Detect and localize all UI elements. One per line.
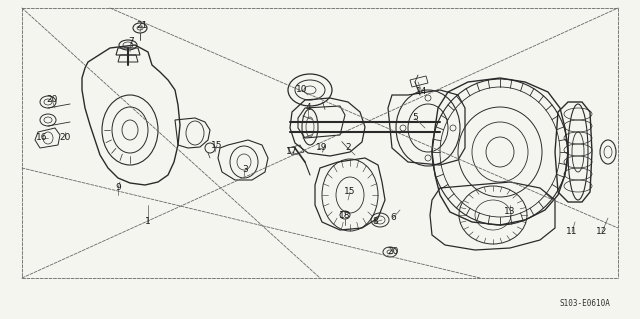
Text: 15: 15 xyxy=(211,140,223,150)
Text: 8: 8 xyxy=(372,218,378,226)
Text: 21: 21 xyxy=(136,20,148,29)
Text: 10: 10 xyxy=(296,85,308,94)
Text: 19: 19 xyxy=(316,144,328,152)
Text: 18: 18 xyxy=(339,211,351,219)
Text: 20: 20 xyxy=(46,95,58,105)
Text: 17: 17 xyxy=(286,147,298,157)
Text: 3: 3 xyxy=(242,166,248,174)
Text: 7: 7 xyxy=(128,38,134,47)
Text: 14: 14 xyxy=(416,87,428,97)
Text: 6: 6 xyxy=(390,213,396,222)
Text: 20: 20 xyxy=(60,133,70,143)
Text: 4: 4 xyxy=(305,103,311,113)
Text: S103-E0610A: S103-E0610A xyxy=(559,299,610,308)
Text: 11: 11 xyxy=(566,227,578,236)
Text: 2: 2 xyxy=(345,144,351,152)
Text: 16: 16 xyxy=(36,133,48,143)
Text: 13: 13 xyxy=(504,207,516,217)
Text: 15: 15 xyxy=(344,188,356,197)
Text: 1: 1 xyxy=(145,218,151,226)
Text: 12: 12 xyxy=(596,227,608,236)
Text: 20: 20 xyxy=(387,248,399,256)
Text: 9: 9 xyxy=(115,183,121,192)
Text: 5: 5 xyxy=(412,114,418,122)
